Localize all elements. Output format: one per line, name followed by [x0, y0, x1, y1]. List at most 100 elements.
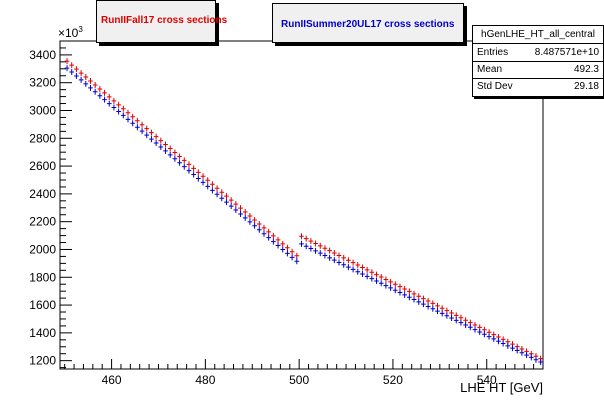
- data-point: [88, 78, 93, 85]
- data-point: [177, 153, 182, 160]
- data-point: [78, 70, 84, 77]
- data-point: [435, 302, 440, 309]
- data-point: [247, 213, 253, 220]
- data-point: [331, 257, 337, 264]
- data-point: [383, 282, 389, 289]
- x-axis: 460 480 500 520 540: [64, 359, 544, 387]
- data-point: [477, 328, 483, 335]
- data-point: [407, 288, 412, 295]
- stats-divider: [473, 78, 603, 79]
- data-point: [514, 347, 520, 354]
- data-point: [463, 321, 468, 328]
- stats-row-stddev: Std Dev 29.18: [473, 78, 603, 95]
- data-point: [435, 308, 440, 315]
- stats-row-entries: Entries 8.487571e+10: [473, 44, 603, 61]
- data-point: [355, 268, 361, 275]
- data-point: [430, 305, 436, 312]
- data-point: [453, 317, 459, 324]
- data-point: [280, 240, 286, 247]
- stats-key: Mean: [477, 64, 503, 75]
- data-point: [496, 338, 501, 345]
- data-point: [102, 89, 107, 96]
- x-tick-label: 460: [102, 373, 122, 387]
- stats-title: hGenLHE_HT_all_central: [473, 26, 603, 44]
- data-point: [195, 169, 201, 176]
- data-point: [116, 101, 121, 108]
- data-point: [139, 121, 145, 128]
- data-point: [200, 179, 206, 186]
- data-point: [247, 218, 253, 225]
- y-exponent-base: ×10: [58, 26, 79, 40]
- stats-row-mean: Mean 492.3: [473, 61, 603, 78]
- legend-entry-red-label: RunIIFall17 cross sections: [101, 15, 228, 26]
- data-point: [289, 254, 295, 261]
- data-point: [411, 290, 417, 297]
- data-point: [346, 257, 351, 264]
- data-point: [228, 203, 234, 210]
- data-point: [285, 250, 290, 257]
- data-point: [350, 259, 356, 266]
- data-point: [83, 80, 89, 87]
- y-exponent-power: 3: [78, 25, 83, 34]
- data-point: [78, 76, 84, 83]
- data-point: [294, 258, 300, 265]
- data-point: [102, 96, 107, 103]
- data-point: [313, 247, 318, 254]
- data-point: [149, 136, 154, 143]
- data-point: [486, 333, 492, 340]
- data-point: [219, 189, 225, 196]
- data-point: [275, 236, 281, 243]
- y-tick-label: 2600: [29, 159, 56, 173]
- data-point: [378, 280, 384, 287]
- data-point: [346, 264, 351, 271]
- data-point: [233, 201, 239, 208]
- y-tick-label: 2200: [29, 215, 56, 229]
- data-point: [228, 197, 234, 204]
- data-point: [69, 69, 75, 76]
- data-point: [280, 246, 286, 253]
- data-point: [261, 224, 267, 231]
- data-point: [163, 141, 168, 148]
- y-tick-label: 3400: [29, 48, 56, 62]
- data-point: [261, 230, 267, 237]
- data-point: [317, 242, 323, 249]
- data-point: [341, 261, 347, 268]
- data-point: [74, 72, 79, 79]
- data-point: [407, 294, 412, 301]
- data-point: [111, 104, 117, 111]
- data-point: [374, 271, 379, 278]
- series-blue: [64, 65, 543, 366]
- data-point: [125, 116, 131, 123]
- data-point: [360, 271, 365, 278]
- data-point: [252, 216, 257, 223]
- data-point: [472, 326, 478, 333]
- data-point: [144, 125, 150, 132]
- data-point: [519, 349, 525, 356]
- data-point: [125, 109, 131, 116]
- data-point: [294, 252, 300, 259]
- data-point: [116, 108, 121, 115]
- data-point: [181, 163, 187, 170]
- data-point: [449, 310, 454, 317]
- data-point: [224, 199, 229, 206]
- data-point: [120, 105, 126, 112]
- data-point: [524, 352, 529, 359]
- data-point: [364, 266, 370, 273]
- data-point: [313, 240, 318, 247]
- data-point: [533, 356, 539, 363]
- data-point: [449, 315, 454, 322]
- series-red: [64, 58, 543, 362]
- data-point: [271, 238, 276, 245]
- data-point: [350, 266, 356, 273]
- data-point: [439, 310, 445, 317]
- data-point: [341, 254, 347, 261]
- data-point: [172, 155, 178, 162]
- data-point: [130, 113, 136, 120]
- data-point: [242, 209, 248, 216]
- data-point: [153, 140, 159, 147]
- data-point: [210, 187, 215, 194]
- data-point: [444, 312, 450, 319]
- data-point: [482, 331, 487, 338]
- data-point: [327, 247, 332, 254]
